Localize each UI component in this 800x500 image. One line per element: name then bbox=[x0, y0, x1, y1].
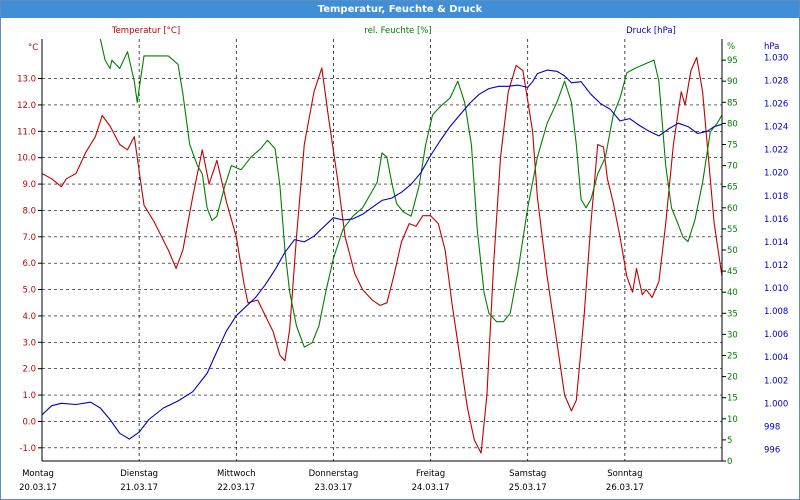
weather-chart: -1.0 0.0 1.0 2.0 3.0 4.0 5.0 6.0 7.0 8.0 9.0 10.0 11… bbox=[17, 26, 788, 493]
temperature-tick-label: 2.0 bbox=[22, 365, 36, 375]
pressure-tick-label: 1.016 bbox=[764, 215, 788, 225]
humidity-tick-label: 0 bbox=[727, 457, 732, 467]
pressure-tick-label: 1.018 bbox=[764, 192, 788, 202]
day-date-label: 22.03.17 bbox=[217, 483, 255, 493]
humidity-tick-label: 10 bbox=[727, 415, 738, 425]
pressure-tick-label: 996 bbox=[764, 445, 780, 455]
pressure-tick-label: 1.022 bbox=[764, 146, 788, 156]
axes bbox=[38, 39, 726, 462]
temperature-tick-label: 11.0 bbox=[17, 127, 36, 137]
pressure-tick-label: 1.030 bbox=[764, 53, 788, 63]
day-name-label: Donnerstag bbox=[309, 469, 359, 479]
day-date-label: 24.03.17 bbox=[412, 483, 450, 493]
pressure-tick-label: 1.008 bbox=[764, 307, 788, 317]
humidity-tick-label: 30 bbox=[727, 330, 738, 340]
pressure-tick-label: 1.014 bbox=[764, 238, 788, 248]
humidity-tick-label: 55 bbox=[727, 225, 738, 235]
temperature-tick-label: 5.0 bbox=[22, 286, 36, 296]
day-name-label: Montag bbox=[22, 469, 54, 479]
day-name-label: Samstag bbox=[509, 469, 546, 479]
temperature-tick-label: 13.0 bbox=[17, 75, 36, 85]
humidity-tick-label: 85 bbox=[727, 98, 738, 108]
temperature-tick-label: 8.0 bbox=[22, 206, 36, 216]
temperature-tick-label: -1.0 bbox=[19, 444, 36, 454]
humidity-axis-title: rel. Feuchte [%] bbox=[364, 26, 431, 36]
pressure-tick-label: 1.006 bbox=[764, 330, 788, 340]
humidity-tick-label: 75 bbox=[727, 141, 738, 151]
humidity-tick-label: 65 bbox=[727, 183, 738, 193]
pressure-tick-label: 1.004 bbox=[764, 353, 788, 363]
temperature-axis-title: Temperatur [°C] bbox=[111, 26, 180, 36]
day-date-label: 25.03.17 bbox=[509, 483, 547, 493]
pressure-tick-label: 1.020 bbox=[764, 169, 788, 179]
series-line-temperature bbox=[41, 56, 723, 454]
humidity-tick-label: 20 bbox=[727, 373, 738, 383]
temperature-tick-label: 1.0 bbox=[22, 391, 36, 401]
temperature-tick-label: 10.0 bbox=[17, 154, 36, 164]
series-line-humidity bbox=[99, 38, 723, 348]
humidity-tick-label: 5 bbox=[727, 436, 732, 446]
day-date-label: 26.03.17 bbox=[606, 483, 644, 493]
humidity-tick-label: 15 bbox=[727, 394, 738, 404]
temperature-tick-label: 7.0 bbox=[22, 233, 36, 243]
day-date-label: 21.03.17 bbox=[120, 483, 158, 493]
pressure-axis-title: Druck [hPa] bbox=[626, 26, 676, 36]
pressure-tick-label: 1.000 bbox=[764, 399, 788, 409]
humidity-tick-label: 40 bbox=[727, 288, 738, 298]
grid-lines bbox=[42, 39, 722, 461]
humidity-tick-label: 95 bbox=[727, 56, 738, 66]
pressure-tick-label: 1.028 bbox=[764, 77, 788, 87]
temperature-tick-label: 4.0 bbox=[22, 312, 36, 322]
day-name-label: Freitag bbox=[416, 469, 445, 479]
humidity-tick-label: 35 bbox=[727, 309, 738, 319]
temperature-unit-label: °C bbox=[28, 43, 38, 53]
pressure-tick-label: 998 bbox=[764, 422, 780, 432]
series-line-pressure bbox=[41, 69, 723, 440]
day-name-label: Sonntag bbox=[607, 469, 642, 479]
humidity-tick-label: 45 bbox=[727, 267, 738, 277]
temperature-tick-label: 9.0 bbox=[22, 180, 36, 190]
pressure-tick-label: 1.010 bbox=[764, 284, 788, 294]
series-lines bbox=[41, 38, 723, 454]
pressure-tick-label: 1.024 bbox=[764, 123, 788, 133]
humidity-tick-label: 80 bbox=[727, 119, 738, 129]
humidity-tick-label: 50 bbox=[727, 246, 738, 256]
temperature-tick-label: 12.0 bbox=[17, 101, 36, 111]
day-name-label: Mittwoch bbox=[217, 469, 256, 479]
day-name-label: Dienstag bbox=[120, 469, 158, 479]
temperature-tick-label: 3.0 bbox=[22, 338, 36, 348]
day-date-label: 20.03.17 bbox=[19, 483, 57, 493]
pressure-tick-label: 1.026 bbox=[764, 100, 788, 110]
pressure-tick-label: 1.012 bbox=[764, 261, 788, 271]
humidity-tick-label: 70 bbox=[727, 162, 738, 172]
humidity-tick-label: 25 bbox=[727, 352, 738, 362]
temperature-tick-label: 0.0 bbox=[22, 417, 36, 427]
day-date-label: 23.03.17 bbox=[314, 483, 352, 493]
window-title: Temperatur, Feuchte & Druck bbox=[1, 1, 799, 18]
humidity-unit-label: % bbox=[727, 42, 735, 52]
pressure-tick-label: 1.002 bbox=[764, 376, 788, 386]
temperature-tick-label: 6.0 bbox=[22, 259, 36, 269]
axis-labels: -1.0 0.0 1.0 2.0 3.0 4.0 5.0 6.0 7.0 8.0 9.0 10.0 11… bbox=[17, 26, 788, 493]
humidity-tick-label: 60 bbox=[727, 204, 738, 214]
pressure-unit-label: hPa bbox=[764, 42, 779, 52]
humidity-tick-label: 90 bbox=[727, 77, 738, 87]
